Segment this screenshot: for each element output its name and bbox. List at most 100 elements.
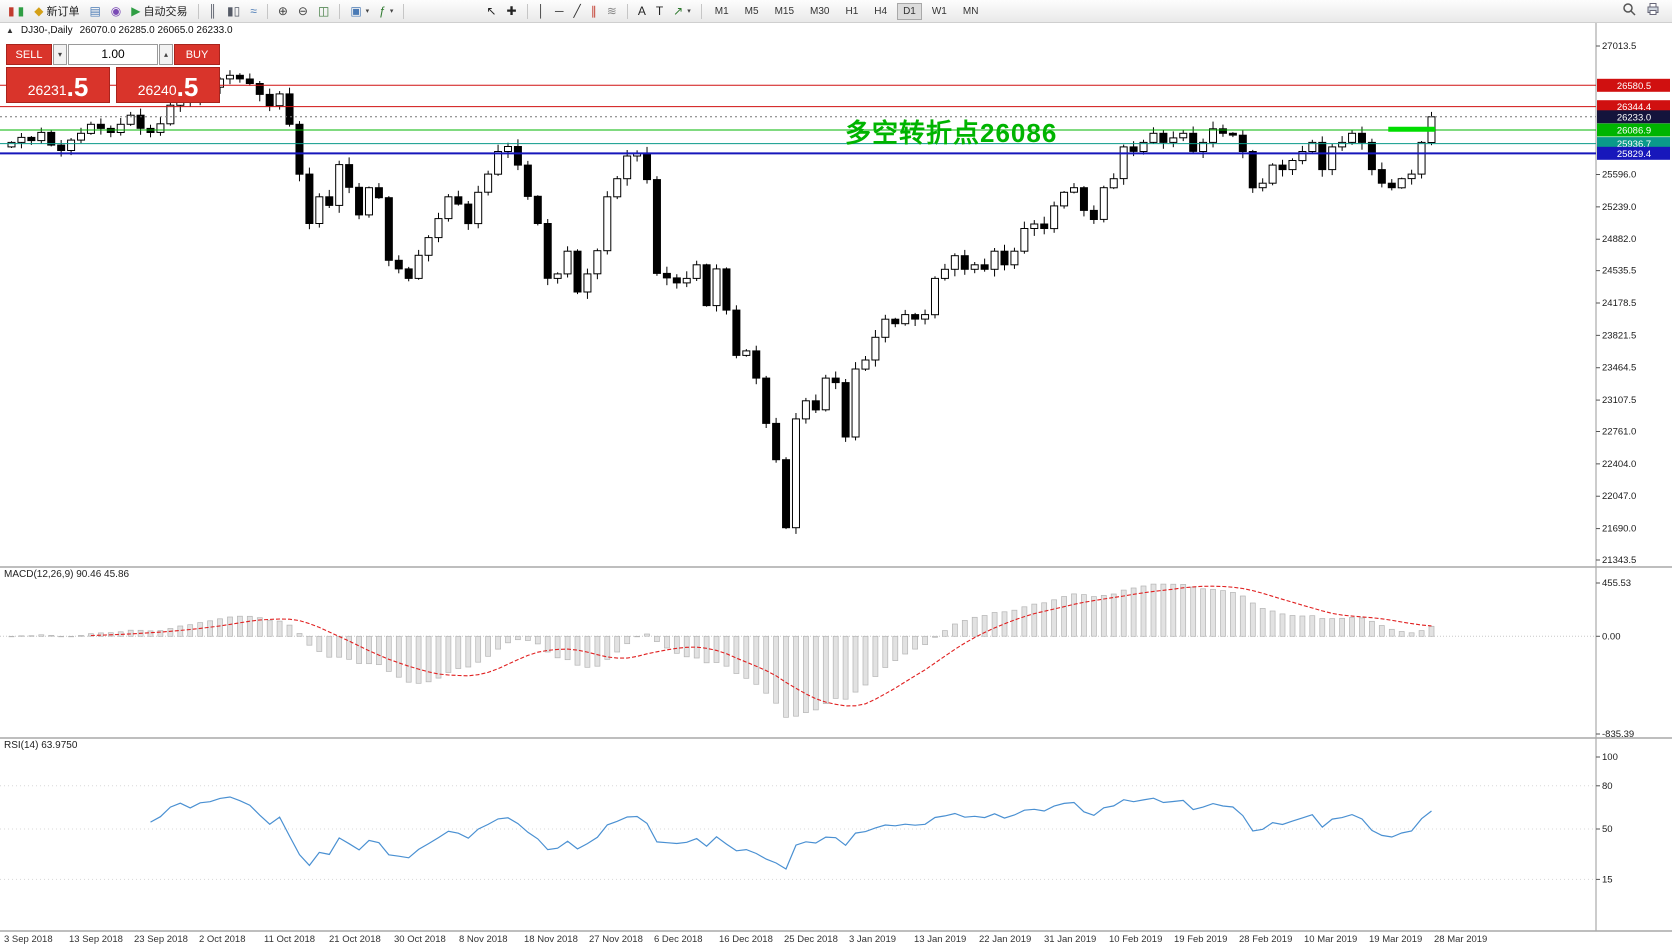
svg-text:25829.4: 25829.4 (1617, 149, 1651, 160)
new-chart-icon[interactable]: ▮ ▮ (4, 4, 28, 18)
sell-price-button[interactable]: 26231 .5 (6, 67, 110, 103)
symbol-title: DJ30-,Daily (20, 25, 73, 36)
timeframe-m30[interactable]: M30 (810, 5, 830, 17)
svg-text:21 Oct 2018: 21 Oct 2018 (329, 934, 381, 945)
timeframe-d1[interactable]: D1 (897, 2, 922, 20)
text-label-icon[interactable]: T (652, 4, 667, 18)
autotrading-button-label: 自动交易 (143, 6, 188, 18)
autotrading-button[interactable]: ▶ 自动交易 (127, 2, 191, 20)
timeframe-w1[interactable]: W1 (931, 5, 947, 17)
rsi-axis-label: 50 (1602, 824, 1613, 835)
svg-text:30 Oct 2018: 30 Oct 2018 (394, 934, 446, 945)
trendline-icon: ╱ (573, 4, 581, 18)
zoom-in-icon: ⊕ (277, 4, 288, 18)
svg-text:13 Sep 2018: 13 Sep 2018 (69, 934, 123, 945)
market-watch-icon: ◉ (110, 4, 122, 18)
sell-button[interactable]: SELL (6, 44, 52, 65)
profiles-icon[interactable]: ▤ (85, 4, 104, 18)
svg-text:28 Mar 2019: 28 Mar 2019 (1434, 934, 1487, 945)
macd-axis-label: 0.00 (1602, 631, 1621, 642)
tile-windows-icon[interactable]: ◫ (314, 4, 333, 18)
templates-icon[interactable]: ▣ ▾ (346, 4, 373, 18)
timeframe-mn[interactable]: MN (962, 5, 979, 17)
text-icon[interactable]: A (634, 4, 650, 18)
svg-text:21690.0: 21690.0 (1602, 524, 1636, 535)
timeframe-m1[interactable]: M1 (714, 5, 729, 17)
vertical-line-icon[interactable]: │ (534, 4, 550, 18)
macd-signal-line (90, 585, 1432, 707)
buy-button[interactable]: BUY (174, 44, 220, 65)
rsi-axis-label: 100 (1602, 752, 1618, 763)
new-chart-icon: ▮ (17, 4, 25, 18)
toolbar-separator (526, 3, 528, 19)
text-icon: A (637, 4, 646, 18)
timeframe-m15[interactable]: M15 (774, 5, 795, 17)
svg-text:25239.0: 25239.0 (1602, 202, 1636, 213)
svg-text:27 Nov 2018: 27 Nov 2018 (589, 934, 643, 945)
fibonacci-icon[interactable]: ≋ (603, 4, 621, 18)
svg-text:3 Jan 2019: 3 Jan 2019 (849, 934, 896, 945)
crosshair-icon[interactable]: ✚ (502, 4, 520, 18)
caret-down-icon: ▾ (365, 8, 370, 15)
timeframe-h4[interactable]: H4 (874, 5, 888, 17)
equidistant-channel-icon[interactable]: ∥ (587, 4, 601, 18)
printer-icon[interactable] (1646, 2, 1660, 21)
volume-increase-button[interactable]: ▴ (159, 44, 173, 65)
sell-price-frac: .5 (66, 71, 89, 102)
svg-text:6 Dec 2018: 6 Dec 2018 (654, 934, 703, 945)
line-chart-mode-icon[interactable]: ≈ (246, 4, 261, 18)
macd-axis-label: 455.53 (1602, 578, 1631, 589)
indicators-icon[interactable]: ƒ ▾ (375, 4, 397, 18)
svg-text:22761.0: 22761.0 (1602, 427, 1636, 438)
line-chart-mode-icon: ≈ (250, 4, 257, 18)
one-click-trading-panel: SELL ▾ 1.00 ▴ BUY 26231 .5 26240 .5 (6, 44, 220, 103)
cursor-icon[interactable]: ↖ (482, 4, 500, 18)
rsi-axis-label: 15 (1602, 874, 1613, 885)
price-tag: 26344.4 (1597, 100, 1670, 114)
timeframe-m5[interactable]: M5 (744, 5, 759, 17)
timeframe-h1[interactable]: H1 (845, 5, 859, 17)
svg-text:28 Feb 2019: 28 Feb 2019 (1239, 934, 1292, 945)
new-order-button[interactable]: ◆ 新订单 (30, 2, 83, 20)
time-axis[interactable]: 3 Sep 2018 13 Sep 2018 23 Sep 2018 2 Oct 20… (4, 934, 1487, 945)
rsi-axis-label: 80 (1602, 781, 1613, 792)
candlestick-series (7, 70, 1436, 534)
trendline-icon[interactable]: ╱ (570, 4, 585, 18)
caret-down-icon: ▾ (389, 8, 394, 15)
svg-text:22404.0: 22404.0 (1602, 459, 1636, 470)
svg-text:26086.9: 26086.9 (1617, 126, 1651, 137)
autotrading-button: ▶ (131, 4, 141, 18)
bar-chart-mode-icon[interactable]: ║ (205, 4, 222, 18)
one-click-panel-toggle[interactable]: ▲ (6, 26, 14, 35)
symbol-bar: ▲ DJ30-,Daily 26070.0 26285.0 26065.0 26… (6, 25, 233, 36)
cursor-icon: ↖ (486, 4, 497, 18)
volume-decrease-button[interactable]: ▾ (53, 44, 67, 65)
price-axis[interactable]: 27013.5 25596.0 25239.0 24882.0 24535.5 24178… (1596, 41, 1636, 566)
price-tag: 26086.9 (1597, 123, 1670, 137)
price-tag: 25829.4 (1597, 146, 1670, 160)
svg-text:10 Mar 2019: 10 Mar 2019 (1304, 934, 1357, 945)
price-tag: 26233.0 (1597, 110, 1670, 124)
zoom-out-icon[interactable]: ⊖ (294, 4, 312, 18)
candlestick-mode-icon[interactable]: ▮▯ (223, 4, 244, 18)
buy-price-button[interactable]: 26240 .5 (116, 67, 220, 103)
horizontal-line-icon[interactable]: ─ (551, 4, 568, 18)
arrows-icon[interactable]: ↗ ▾ (669, 4, 695, 18)
svg-text:19 Feb 2019: 19 Feb 2019 (1174, 934, 1227, 945)
market-watch-icon[interactable]: ◉ (107, 4, 125, 18)
chart-annotation-text[interactable]: 多空转折点26086 (845, 118, 1058, 148)
svg-text:8 Nov 2018: 8 Nov 2018 (459, 934, 508, 945)
search-icon[interactable] (1622, 2, 1636, 21)
zoom-in-icon[interactable]: ⊕ (274, 4, 292, 18)
svg-text:31 Jan 2019: 31 Jan 2019 (1044, 934, 1096, 945)
volume-input[interactable]: 1.00 (68, 44, 158, 65)
svg-text:13 Jan 2019: 13 Jan 2019 (914, 934, 966, 945)
svg-text:18 Nov 2018: 18 Nov 2018 (524, 934, 578, 945)
svg-text:11 Oct 2018: 11 Oct 2018 (264, 934, 315, 945)
svg-text:24535.5: 24535.5 (1602, 266, 1636, 277)
new-order-button: ◆ (34, 4, 44, 18)
rsi-indicator-label: RSI(14) 63.9750 (4, 740, 78, 751)
arrows-icon: ↗ (673, 4, 684, 18)
vertical-line-icon: │ (537, 4, 546, 18)
